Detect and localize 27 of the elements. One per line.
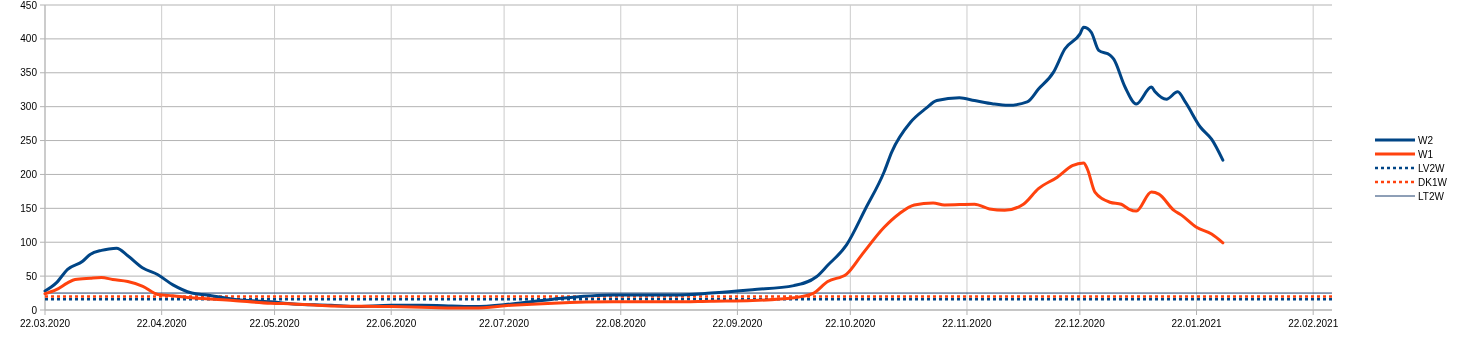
x-tick-label: 22.11.2020 bbox=[942, 318, 993, 329]
x-tick-label: 22.09.2020 bbox=[712, 318, 763, 329]
y-tick-label: 50 bbox=[25, 270, 38, 282]
legend-label: LV2W bbox=[1418, 162, 1446, 174]
x-tick-label: 22.12.2020 bbox=[1054, 318, 1106, 329]
legend-label: DK1W bbox=[1418, 176, 1448, 188]
legend-label: W2 bbox=[1418, 134, 1434, 146]
x-tick-label: 22.10.2020 bbox=[825, 318, 876, 329]
x-tick-label: 22.03.2020 bbox=[19, 318, 71, 329]
x-tick-label: 22.04.2020 bbox=[136, 318, 188, 329]
y-tick-label: 300 bbox=[20, 101, 38, 113]
y-tick-label: 100 bbox=[20, 236, 38, 248]
x-tick-label: 22.02.2021 bbox=[1288, 318, 1339, 329]
x-tick-label: 22.08.2020 bbox=[595, 318, 647, 329]
x-tick-label: 22.05.2020 bbox=[249, 318, 301, 329]
legend-label: W1 bbox=[1418, 148, 1434, 160]
y-tick-label: 400 bbox=[20, 33, 38, 45]
y-tick-label: 450 bbox=[20, 0, 38, 11]
x-tick-label: 22.07.2020 bbox=[479, 318, 530, 329]
x-tick-label: 22.01.2021 bbox=[1171, 318, 1222, 329]
y-tick-label: 350 bbox=[20, 67, 38, 79]
y-tick-label: 0 bbox=[31, 304, 38, 316]
legend-label: LT2W bbox=[1418, 190, 1445, 202]
y-tick-label: 150 bbox=[20, 202, 38, 214]
x-tick-label: 22.06.2020 bbox=[366, 318, 417, 329]
y-tick-label: 250 bbox=[20, 135, 38, 147]
y-tick-label: 200 bbox=[20, 168, 38, 180]
